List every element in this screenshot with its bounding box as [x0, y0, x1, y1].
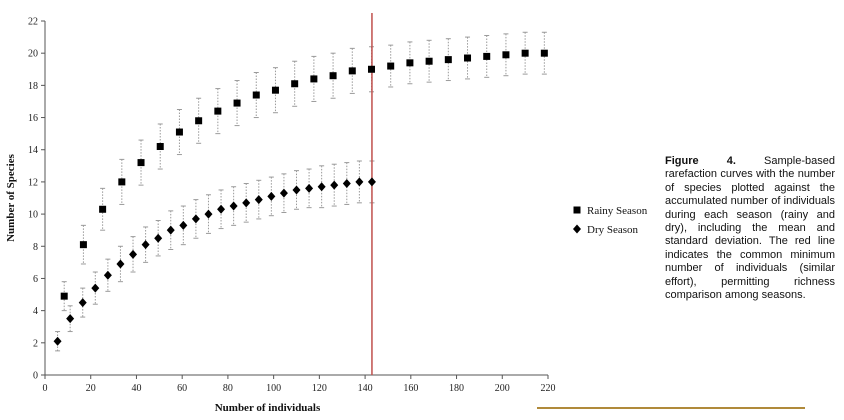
data-point-rainy	[464, 54, 472, 62]
data-point-dry	[267, 191, 276, 201]
data-point-dry	[66, 314, 75, 324]
caption-text: Sample-based rarefaction curves with the…	[665, 155, 835, 302]
legend-label: Rainy Season	[587, 205, 648, 217]
data-point-dry	[279, 188, 288, 198]
x-tick-label: 160	[403, 383, 418, 394]
data-point-dry	[355, 177, 364, 187]
data-point-rainy	[195, 117, 203, 125]
data-point-rainy	[444, 56, 452, 64]
y-tick-label: 18	[28, 81, 38, 92]
y-tick-label: 4	[33, 306, 38, 317]
data-point-dry	[305, 183, 314, 193]
data-point-rainy	[60, 292, 68, 300]
chart-axes: 0 20 40 60 80 100 120 140 160 180 200 220 0 2 4 6 8 10 12 1…	[5, 17, 556, 415]
y-tick-label: 6	[33, 274, 38, 285]
data-point-dry	[154, 233, 163, 243]
x-tick-label: 20	[86, 383, 96, 394]
data-point-rainy	[540, 49, 548, 57]
data-point-rainy	[291, 80, 299, 88]
data-point-rainy	[233, 99, 241, 107]
data-point-dry	[103, 270, 112, 280]
data-point-rainy	[387, 62, 395, 70]
y-tick-label: 8	[33, 242, 38, 253]
data-point-dry	[116, 259, 125, 269]
y-tick-label: 16	[28, 113, 38, 124]
rarefaction-chart: 0 20 40 60 80 100 120 140 160 180 200 220 0 2 4 6 8 10 12 1…	[5, 13, 648, 415]
data-point-dry	[217, 204, 226, 214]
data-point-rainy	[118, 178, 126, 186]
data-point-rainy	[329, 72, 337, 80]
y-tick-label: 14	[28, 145, 38, 156]
x-tick-label: 80	[223, 383, 233, 394]
x-tick-label: 0	[43, 383, 48, 394]
y-tick-label: 12	[28, 177, 38, 188]
data-point-dry	[166, 225, 175, 235]
data-point-rainy	[406, 59, 414, 67]
data-point-rainy	[137, 159, 145, 167]
y-tick-label: 2	[33, 338, 38, 349]
data-point-dry	[242, 198, 251, 208]
figure-caption: Figure 4. Sample-based rarefaction curve…	[665, 155, 835, 302]
x-tick-label: 100	[266, 383, 281, 394]
data-markers	[53, 49, 548, 346]
x-tick-label: 60	[177, 383, 187, 394]
data-point-dry	[78, 298, 87, 308]
data-point-dry	[204, 209, 213, 219]
data-point-rainy	[521, 49, 529, 57]
data-point-dry	[229, 201, 238, 211]
data-point-dry	[342, 179, 351, 189]
data-point-dry	[254, 195, 263, 205]
y-tick-label: 0	[33, 371, 38, 382]
data-point-dry	[91, 283, 100, 293]
data-point-dry	[330, 180, 339, 190]
y-tick-label: 20	[28, 49, 38, 60]
data-point-rainy	[79, 241, 87, 249]
caption-rule	[537, 407, 805, 409]
data-point-dry	[292, 185, 301, 195]
error-bars	[55, 31, 547, 352]
y-tick-label: 22	[28, 17, 38, 28]
data-point-rainy	[156, 143, 164, 151]
data-point-rainy	[425, 57, 433, 65]
caption-label: Figure 4.	[665, 155, 736, 167]
legend-marker-rainy	[573, 206, 581, 214]
data-point-dry	[141, 240, 150, 250]
x-axis-title: Number of individuals	[215, 402, 321, 414]
data-point-rainy	[483, 52, 491, 60]
data-point-rainy	[99, 205, 107, 213]
data-point-dry	[317, 182, 326, 192]
x-tick-label: 120	[312, 383, 327, 394]
data-point-dry	[53, 336, 62, 346]
data-point-rainy	[310, 75, 318, 83]
data-point-dry	[367, 177, 376, 187]
legend-marker-dry	[573, 224, 581, 234]
x-tick-label: 220	[541, 383, 556, 394]
x-tick-label: 140	[358, 383, 373, 394]
data-point-rainy	[271, 86, 279, 94]
x-tick-label: 40	[131, 383, 141, 394]
data-point-dry	[179, 220, 188, 230]
legend: Rainy Season Dry Season	[573, 205, 648, 236]
data-point-rainy	[214, 107, 222, 115]
data-point-rainy	[175, 128, 183, 136]
data-point-rainy	[252, 91, 260, 99]
y-axis-title: Number of Species	[5, 153, 17, 242]
data-point-dry	[191, 214, 200, 224]
data-point-rainy	[367, 65, 375, 73]
legend-label: Dry Season	[587, 224, 639, 236]
x-tick-label: 200	[495, 383, 510, 394]
data-point-rainy	[502, 51, 510, 59]
data-point-rainy	[348, 67, 356, 75]
x-tick-label: 180	[449, 383, 464, 394]
data-point-dry	[129, 249, 138, 259]
y-tick-label: 10	[28, 210, 38, 221]
